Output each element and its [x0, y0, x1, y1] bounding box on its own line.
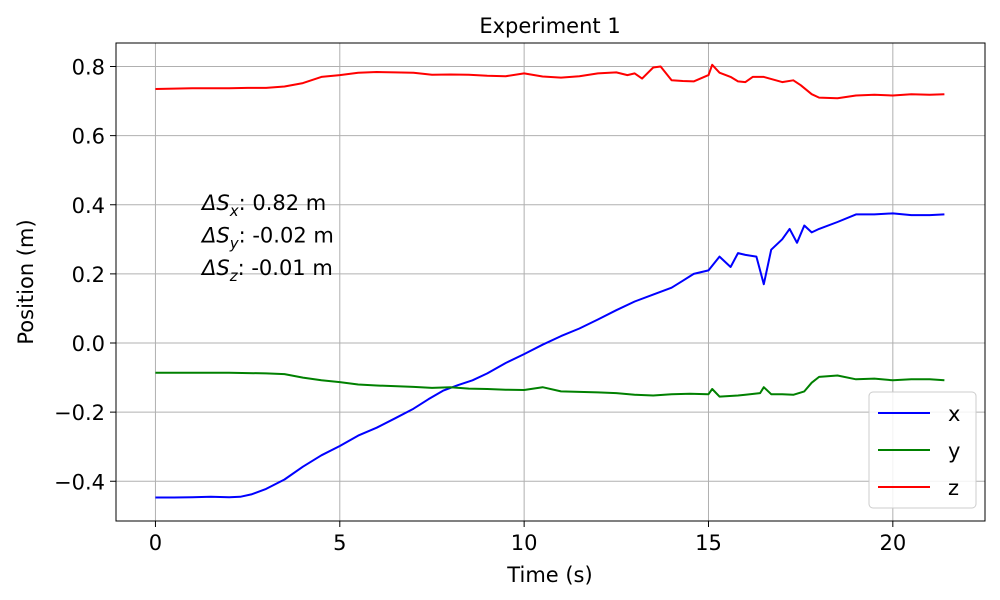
- series-line-x: [155, 212, 945, 499]
- delta-annotation: ΔSz: -0.01 m: [200, 256, 333, 285]
- series-line-z: [155, 63, 945, 100]
- delta-value: : -0.01 m: [238, 256, 333, 280]
- y-tick-label: 0.0: [72, 332, 105, 356]
- legend: xyz: [868, 391, 977, 509]
- delta-annotation: ΔSy: -0.02 m: [200, 224, 334, 253]
- x-axis-label: Time (s): [506, 563, 592, 587]
- y-axis-label: Position (m): [14, 219, 38, 344]
- y-tick-label: 0.4: [72, 194, 105, 218]
- legend-label: z: [948, 476, 959, 500]
- y-tick-label: 0.8: [72, 56, 105, 80]
- delta-subscript: x: [229, 202, 239, 220]
- legend-label: x: [948, 402, 960, 426]
- series-line-y: [155, 371, 945, 398]
- grid-lines: [116, 43, 985, 521]
- y-tick-label: 0.2: [72, 263, 105, 287]
- delta-subscript: y: [229, 235, 240, 253]
- delta-symbol: ΔS: [200, 224, 230, 248]
- y-tick-label: −0.4: [54, 470, 105, 494]
- delta-annotation: ΔSx: 0.82 m: [200, 191, 326, 220]
- y-tick-label: 0.6: [72, 125, 105, 149]
- y-tick-label: −0.2: [54, 401, 105, 425]
- x-tick-label: 5: [333, 531, 346, 555]
- plot-frame: [115, 42, 986, 522]
- delta-value: : -0.02 m: [239, 224, 334, 248]
- x-tick-label: 10: [511, 531, 538, 555]
- legend-label: y: [948, 439, 960, 463]
- delta-symbol: ΔS: [200, 256, 230, 280]
- legend-entries: xyz: [878, 402, 960, 500]
- axis-ticks: 0 5 10 15 20 −0.4 −0.2 0.0 0.2 0.4 0.6 0.8: [54, 56, 906, 555]
- delta-subscript: z: [229, 267, 239, 285]
- x-tick-label: 0: [149, 531, 162, 555]
- chart-title: Experiment 1: [479, 14, 620, 38]
- x-tick-label: 15: [695, 531, 722, 555]
- series-lines: [155, 63, 945, 499]
- x-tick-label: 20: [879, 531, 906, 555]
- delta-value: : 0.82 m: [239, 191, 327, 215]
- delta-symbol: ΔS: [200, 191, 230, 215]
